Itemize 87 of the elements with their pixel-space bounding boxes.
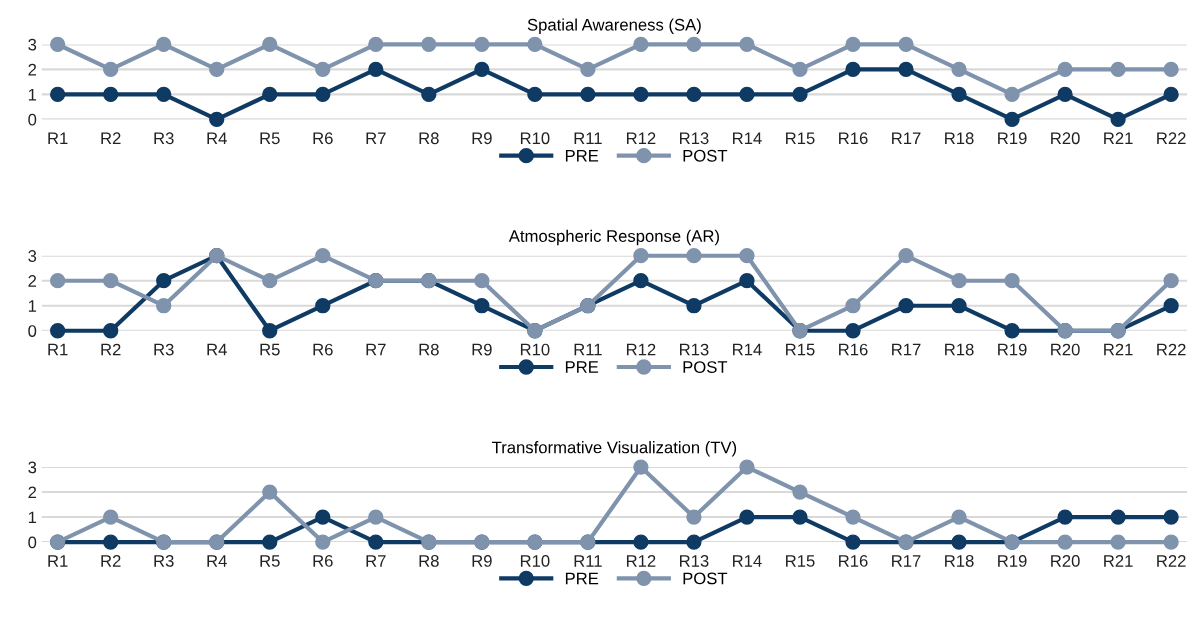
- x-tick-label: R16: [839, 343, 868, 356]
- x-tick-label: R8: [419, 555, 439, 567]
- x-tick-label: R3: [154, 555, 174, 567]
- chart-title: Transformative Visualization (TV): [492, 441, 737, 457]
- x-tick-label: R8: [419, 132, 439, 145]
- x-tick-label: R1: [48, 555, 68, 567]
- chart-title: Atmospheric Response (AR): [508, 229, 719, 246]
- x-tick-label: R18: [945, 555, 974, 567]
- x-tick-label: R12: [626, 343, 656, 356]
- x-tick-label: R2: [101, 132, 121, 144]
- x-tick-label: R6: [313, 343, 333, 356]
- legend-label: POST: [683, 361, 728, 373]
- x-tick-label: R17: [892, 132, 921, 144]
- x-tick-label: R16: [839, 555, 868, 567]
- x-tick-label: R10: [520, 343, 550, 356]
- x-tick-label: R5: [260, 343, 280, 356]
- x-tick-label: R21: [1104, 132, 1133, 144]
- x-tick-label: R21: [1104, 555, 1133, 567]
- x-tick-label: R15: [786, 132, 815, 145]
- x-tick-label: R9: [472, 343, 492, 356]
- x-tick-label: R5: [260, 132, 280, 145]
- y-tick-label: 2: [28, 63, 37, 76]
- x-tick-label: R12: [626, 555, 656, 567]
- x-tick-label: R20: [1051, 132, 1080, 145]
- x-tick-label: R2: [101, 555, 121, 567]
- x-tick-label: R21: [1104, 343, 1133, 356]
- x-tick-label: R4: [207, 132, 227, 144]
- y-tick-label: 1: [28, 300, 37, 312]
- x-tick-label: R13: [680, 343, 709, 356]
- legend-label: PRE: [565, 150, 599, 162]
- x-tick-label: R17: [892, 343, 921, 356]
- x-tick-label: R17: [892, 555, 921, 567]
- chart-title: Spatial Awareness (SA): [527, 18, 701, 34]
- x-tick-label: R22: [1157, 132, 1186, 144]
- x-tick-label: R5: [260, 555, 280, 567]
- x-tick-label: R1: [48, 132, 68, 144]
- y-tick-label: 1: [28, 511, 37, 524]
- x-tick-label: R11: [574, 555, 602, 567]
- x-tick-label: R18: [945, 343, 974, 356]
- x-tick-label: R10: [520, 132, 550, 145]
- legend-label: POST: [683, 572, 728, 585]
- y-tick-label: 3: [28, 38, 37, 51]
- legend-label: PRE: [565, 361, 599, 373]
- x-tick-label: R6: [313, 555, 333, 567]
- x-tick-label: R15: [786, 343, 815, 356]
- x-tick-label: R19: [998, 132, 1027, 145]
- x-tick-label: R4: [207, 555, 227, 567]
- x-tick-label: R11: [574, 343, 602, 356]
- x-tick-label: R11: [574, 132, 602, 144]
- x-tick-label: R9: [472, 555, 492, 567]
- x-tick-label: R7: [366, 132, 386, 144]
- x-tick-label: R12: [626, 132, 656, 144]
- legend-label: PRE: [565, 572, 599, 585]
- x-tick-label: R13: [680, 555, 709, 567]
- x-tick-label: R4: [207, 343, 227, 356]
- x-tick-label: R14: [733, 343, 762, 356]
- y-tick-label: 2: [28, 275, 37, 287]
- y-tick-label: 3: [28, 250, 37, 262]
- y-tick-label: 0: [28, 325, 37, 337]
- x-tick-label: R22: [1157, 343, 1186, 356]
- x-tick-label: R2: [101, 343, 121, 356]
- x-tick-label: R3: [154, 343, 174, 356]
- x-tick-label: R6: [313, 132, 333, 145]
- y-tick-label: 3: [28, 461, 37, 474]
- x-tick-label: R1: [48, 343, 68, 356]
- x-tick-label: R18: [945, 132, 974, 145]
- x-tick-label: R16: [839, 132, 868, 145]
- y-tick-label: 1: [28, 88, 37, 101]
- x-tick-label: R15: [786, 555, 815, 567]
- x-tick-label: R22: [1157, 555, 1186, 567]
- y-tick-label: 0: [28, 536, 37, 549]
- x-tick-label: R9: [472, 132, 492, 145]
- x-tick-label: R14: [733, 132, 762, 144]
- x-tick-label: R19: [998, 343, 1027, 356]
- y-tick-label: 2: [28, 486, 37, 499]
- x-tick-label: R10: [520, 555, 550, 567]
- x-tick-label: R14: [733, 555, 762, 567]
- x-tick-label: R7: [366, 343, 386, 356]
- x-tick-label: R7: [366, 555, 386, 567]
- x-tick-label: R8: [419, 343, 439, 356]
- x-tick-label: R3: [154, 132, 174, 145]
- x-tick-label: R20: [1051, 343, 1080, 356]
- x-tick-label: R19: [998, 555, 1027, 567]
- legend-label: POST: [683, 149, 728, 162]
- x-tick-label: R20: [1051, 555, 1080, 567]
- y-tick-label: 0: [28, 113, 37, 126]
- x-tick-label: R13: [680, 132, 709, 145]
